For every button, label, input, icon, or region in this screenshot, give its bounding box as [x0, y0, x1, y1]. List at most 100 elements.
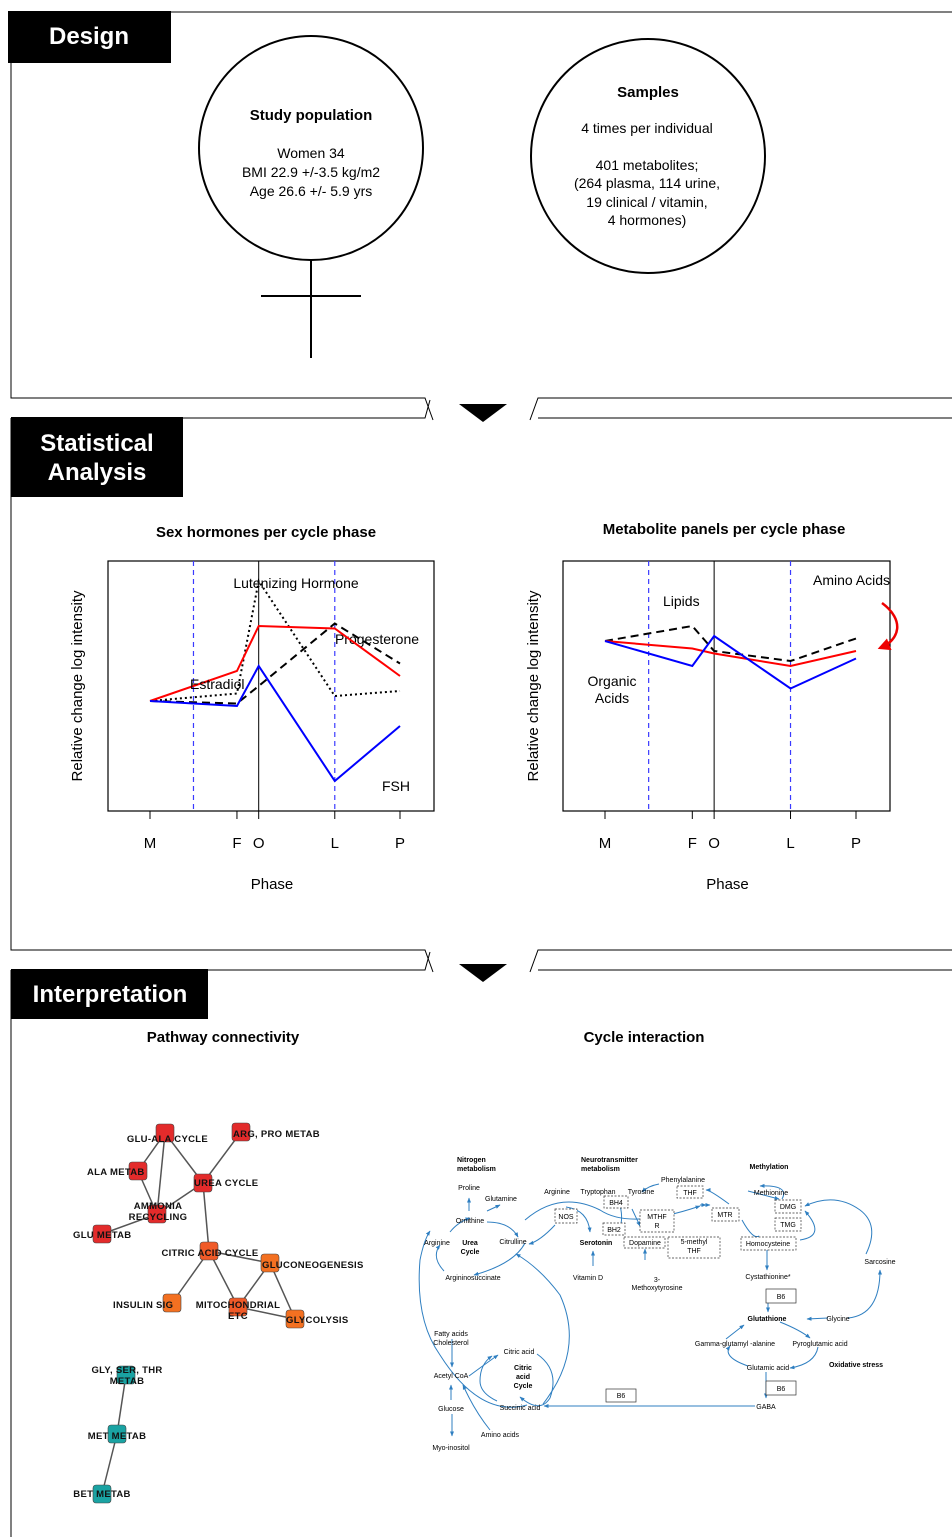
- samples-circle: [530, 38, 766, 274]
- cycle-label: Glycine: [826, 1316, 849, 1323]
- cycle-label: Pyroglutamic acid: [792, 1341, 847, 1348]
- pathway-arrow: [468, 1354, 499, 1377]
- network-node-label: GLU-ALA CYCLE: [127, 1134, 208, 1145]
- cycle-box: [623, 1236, 666, 1249]
- pathway-arrow: [449, 1217, 471, 1233]
- network-node-label: CITRIC ACID CYCLE: [161, 1248, 258, 1259]
- series-line: [149, 664, 401, 783]
- network-node: [128, 1161, 148, 1181]
- cycle-label: MTHF: [647, 1214, 666, 1221]
- section-headers: Design Statistical Analysis Interpretati…: [8, 11, 208, 1019]
- cycle-label: Methionine: [754, 1190, 788, 1197]
- network-edge: [156, 1132, 166, 1215]
- cycle-label: Arginine: [544, 1189, 570, 1196]
- cycle-label: TMG: [780, 1222, 796, 1229]
- network-node: [147, 1204, 167, 1224]
- x-tick-label: M: [144, 835, 157, 852]
- x-tick-label: P: [851, 835, 861, 852]
- series-line: [149, 622, 401, 705]
- cycle-label: MTR: [717, 1212, 732, 1219]
- cycle-label: Oxidative stress: [829, 1362, 883, 1369]
- cycle-label: Citric acid: [504, 1349, 535, 1356]
- cycle-label: Gamma-glutamyl -alanine: [695, 1341, 775, 1348]
- network-edge: [269, 1262, 296, 1320]
- x-tick-label: O: [708, 835, 720, 852]
- network-node-label: MET METAB: [88, 1431, 146, 1442]
- samples-text: Samples 4 times per individual 401 metab…: [574, 84, 720, 228]
- series-label: FSH: [382, 778, 410, 794]
- pathway-arrow: [725, 1324, 745, 1340]
- plot-frame: [107, 560, 435, 812]
- cycle-label: Citrulline: [499, 1239, 526, 1246]
- cycle-label: BH4: [609, 1200, 623, 1207]
- samples-line: 4 hormones): [608, 212, 687, 228]
- pathway-arrow: [725, 1345, 749, 1367]
- cycle-label: GABA: [756, 1404, 776, 1411]
- network-node-label: ARG, PRO METAB: [233, 1129, 320, 1140]
- cycle-label: Glutathione: [748, 1316, 787, 1323]
- cycle-label: Glutamine: [485, 1196, 517, 1203]
- network-node-label: GLU METAB: [73, 1230, 131, 1241]
- series-line: [604, 624, 857, 663]
- cycle-label: Nitrogen: [457, 1157, 486, 1164]
- pathway-arrow: [473, 1242, 526, 1276]
- cycle-label: Acetyl CoA: [434, 1373, 469, 1380]
- cycle-label: Amino acids: [481, 1432, 520, 1439]
- x-tick-label: L: [786, 835, 794, 852]
- pathway-arrow: [641, 1183, 660, 1193]
- network-node-label: INSULIN SIG: [113, 1300, 173, 1311]
- network-node: [92, 1224, 112, 1244]
- network-node-label: METAB: [110, 1376, 145, 1387]
- network-edge: [237, 1306, 296, 1320]
- series-line: [149, 578, 401, 702]
- cycle-label: THF: [687, 1248, 701, 1255]
- network-node-label: GLYCOLYSIS: [286, 1315, 349, 1326]
- down-arrow-icon: [459, 964, 507, 982]
- interp-header: Interpretation: [33, 981, 188, 1008]
- network-edge: [101, 1433, 118, 1495]
- stats-header-line1: Statistical: [40, 430, 153, 457]
- cycle-label: Dopamine: [629, 1240, 661, 1247]
- cycle-label: DMG: [780, 1204, 796, 1211]
- network-node: [199, 1241, 219, 1261]
- chart-metabolite-panels: Metabolite panels per cycle phase M F O L P Ph…: [525, 521, 891, 893]
- cycle-label: NOS: [558, 1214, 574, 1221]
- series-label: Organic: [587, 673, 636, 689]
- y-axis-label: Relative change log intensity: [69, 590, 86, 781]
- cycle-box: [605, 1388, 637, 1403]
- cycle-label: acid: [516, 1374, 530, 1381]
- cycle-label: B6: [777, 1294, 786, 1301]
- pathway-arrow: [486, 1204, 501, 1212]
- network-edge: [208, 1250, 271, 1264]
- cycle-label: Myo-inositol: [432, 1445, 470, 1452]
- cycle-title: Cycle interaction: [584, 1029, 705, 1046]
- cycle-label: Methoxytyrosine: [632, 1285, 683, 1292]
- pathway-arrow: [462, 1384, 491, 1431]
- cycle-label: Tryptophan: [580, 1189, 615, 1196]
- cycle-label: Phenylalanine: [661, 1177, 705, 1184]
- cycle-label: 5-methyl: [681, 1239, 708, 1246]
- network-node-label: ETC: [228, 1311, 248, 1322]
- cycle-label: B6: [617, 1393, 626, 1400]
- cycle-label: Vitamin D: [573, 1275, 603, 1282]
- plot-frame: [562, 560, 891, 812]
- stats-header-line2: Analysis: [48, 459, 147, 486]
- cycle-label: Fatty acids: [434, 1331, 468, 1338]
- pathway-arrow: [519, 1353, 554, 1407]
- cycle-box: [711, 1207, 740, 1222]
- network-edge: [208, 1250, 239, 1308]
- y-axis-label: Relative change log intensity: [525, 590, 542, 781]
- cycle-box: [602, 1222, 626, 1236]
- samples-line: 401 metabolites;: [596, 157, 699, 173]
- cycle-box: [740, 1236, 797, 1251]
- population-line: Women 34: [277, 145, 345, 161]
- pathway-arrow: [435, 1244, 445, 1272]
- cycle-box: [603, 1195, 629, 1209]
- network-node-label: GLY, SER, THR: [91, 1365, 162, 1376]
- chart-sex-hormones: Sex hormones per cycle phase M F O L P Phase Re…: [69, 524, 435, 893]
- x-tick-label: F: [688, 835, 697, 852]
- network-node: [260, 1253, 280, 1273]
- network-node: [116, 1365, 136, 1385]
- cycle-label: metabolism: [457, 1166, 496, 1173]
- samples-title: Samples: [617, 84, 679, 101]
